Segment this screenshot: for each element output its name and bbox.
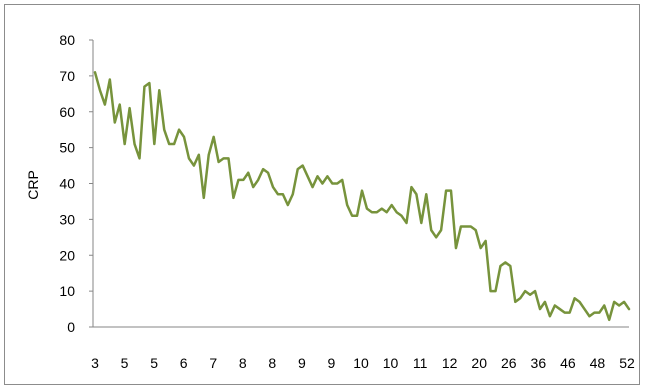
x-tick-label: 5 bbox=[150, 355, 158, 371]
chart-frame bbox=[4, 4, 640, 385]
series-line bbox=[93, 71, 631, 322]
x-tick-label: 12 bbox=[442, 355, 458, 371]
y-tick-label: 40 bbox=[59, 176, 75, 192]
x-tick-label: 52 bbox=[619, 355, 635, 371]
x-tick-label: 3 bbox=[91, 355, 99, 371]
y-tick-label: 0 bbox=[67, 319, 75, 335]
y-tick-label: 60 bbox=[59, 104, 75, 120]
x-tick-label: 11 bbox=[413, 355, 428, 371]
x-tick-label: 7 bbox=[209, 355, 217, 371]
x-tick-label: 8 bbox=[239, 355, 247, 371]
y-tick-label: 10 bbox=[59, 283, 75, 299]
x-tick-label: 9 bbox=[328, 355, 336, 371]
x-tick-label: 10 bbox=[353, 355, 369, 371]
y-axis-label: CRP bbox=[25, 170, 41, 200]
y-tick-label: 30 bbox=[59, 211, 75, 227]
x-tick-label: 48 bbox=[590, 355, 606, 371]
series-group bbox=[93, 71, 631, 322]
y-tick-label: 20 bbox=[59, 247, 75, 263]
x-tick-label: 10 bbox=[383, 355, 399, 371]
x-tick-label: 46 bbox=[560, 355, 576, 371]
y-axis-ticks: 0 10 20 30 40 50 60 70 80 bbox=[59, 32, 93, 335]
x-tick-label: 8 bbox=[268, 355, 276, 371]
x-tick-label: 5 bbox=[121, 355, 129, 371]
x-axis-ticks: 3 5 5 6 7 8 8 9 9 10 10 11 12 20 26 36 46 48 52 bbox=[91, 355, 635, 371]
x-tick-label: 36 bbox=[531, 355, 547, 371]
x-tick-label: 6 bbox=[180, 355, 188, 371]
y-tick-label: 50 bbox=[59, 140, 75, 156]
x-tick-label: 9 bbox=[298, 355, 306, 371]
x-tick-label: 20 bbox=[471, 355, 487, 371]
y-tick-label: 70 bbox=[59, 68, 75, 84]
y-tick-label: 80 bbox=[59, 32, 75, 48]
x-tick-label: 26 bbox=[501, 355, 517, 371]
